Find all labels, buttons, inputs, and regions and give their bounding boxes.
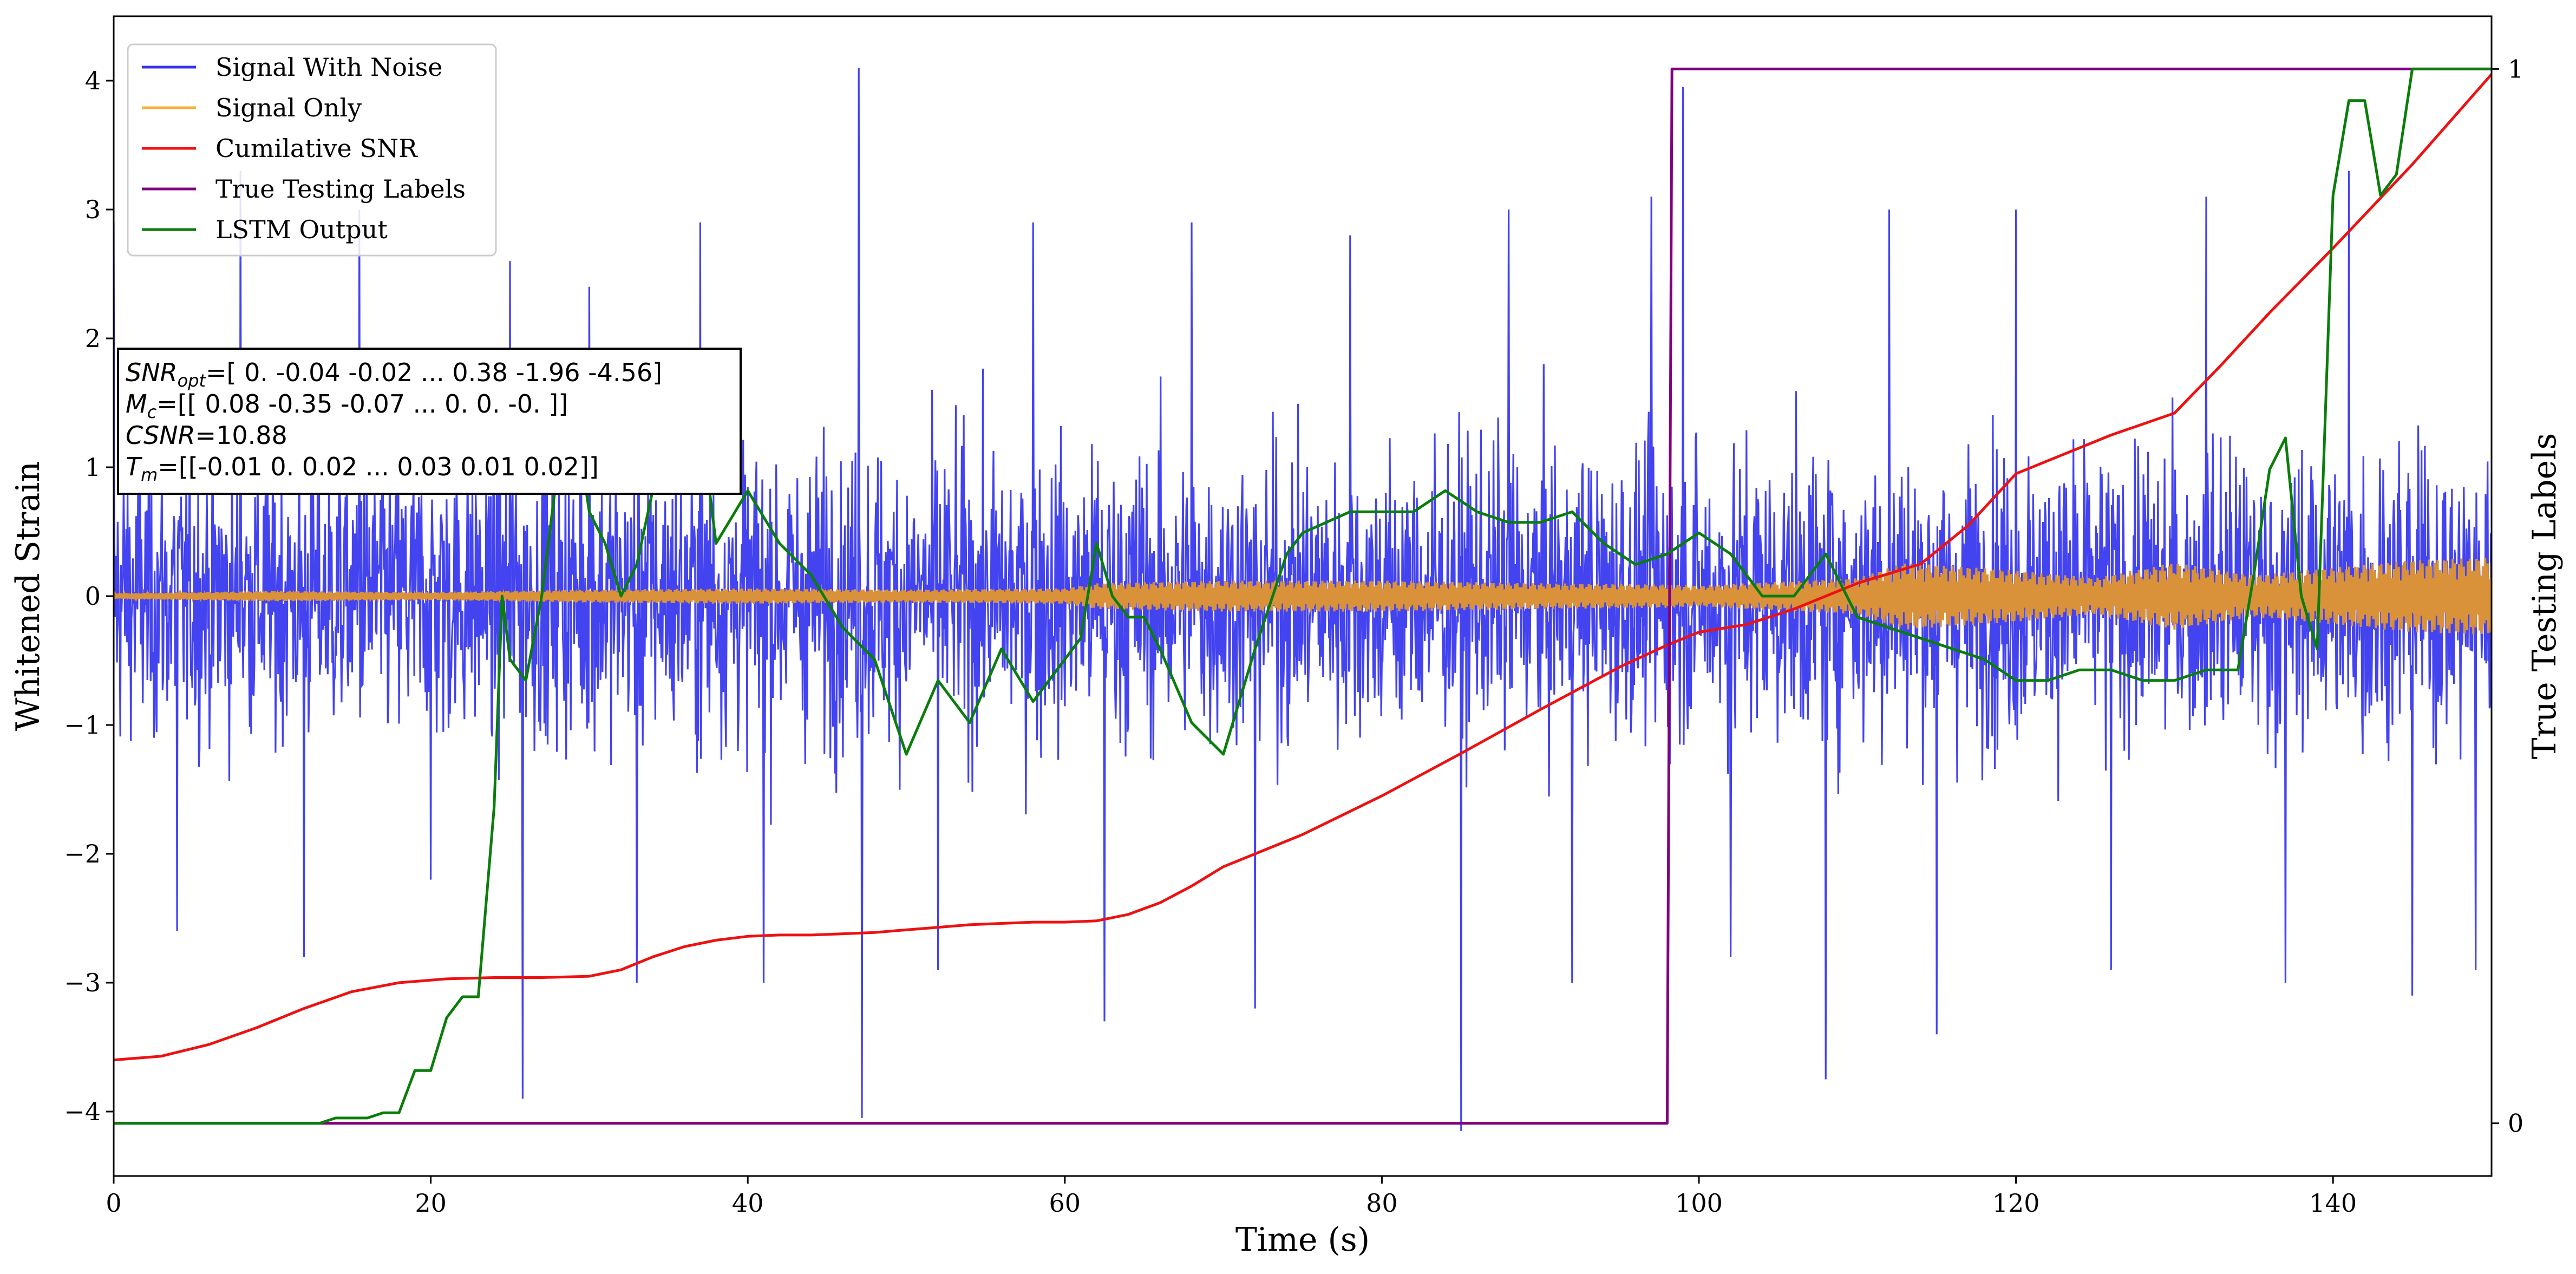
y-tick-label: 2 [85,324,101,353]
y-tick-label: −1 [64,710,101,740]
series-true-testing-labels [114,67,2492,1125]
x-tick-label: 120 [1992,1188,2040,1218]
annotation-value: =[[ 0.08 -0.35 -0.07 ... 0. 0. -0. ]] [156,389,568,419]
series-cumilative-snr [114,73,2492,1062]
plot-area [114,67,2492,1131]
y-tick-label: 4 [85,66,101,95]
annotation-line: Mc=[[ 0.08 -0.35 -0.07 ... 0. 0. -0. ]] [126,389,568,422]
annotation-value: =[[-0.01 0. 0.02 ... 0.03 0.01 0.02]] [158,452,599,481]
legend-label: Signal Only [215,93,362,122]
series-signal-with-noise [114,68,2492,1131]
y-axis-right: 01 [2492,54,2523,1138]
x-tick-label: 40 [732,1188,764,1218]
y2-tick-label: 1 [2508,54,2523,83]
x-tick-label: 140 [2309,1188,2357,1218]
x-tick-label: 80 [1366,1188,1398,1218]
y-tick-label: −4 [64,1097,101,1126]
x-axis: 0 20 40 60 80 100 120 140 [106,1176,2357,1218]
y-tick-label: 1 [85,453,101,482]
y2-axis-title: True Testing Labels [2526,433,2564,760]
lstm-output-line [114,67,2492,1125]
legend-label: True Testing Labels [215,174,466,204]
annotation-frame [117,348,742,495]
annotation-subscript: m [141,465,158,485]
signal-with-noise-line [114,68,2492,1131]
x-tick-label: 0 [106,1188,121,1218]
y-axis-title: Whitened Strain [9,461,47,731]
annotation-symbol: SNR [126,358,178,387]
x-tick-label: 100 [1675,1188,1723,1218]
annotation-symbol: CSNR [126,421,195,450]
x-axis-title: Time (s) [1235,1221,1370,1259]
legend-label: Cumilative SNR [215,134,418,163]
y-tick-label: 3 [85,195,101,224]
series-lstm-output [114,67,2492,1125]
series-signal-only [114,558,2492,635]
annotation-value: =[ 0. -0.04 -0.02 ... 0.38 -1.96 -4.56] [206,358,662,387]
y2-tick-label: 0 [2508,1109,2523,1138]
annotation-value: =10.88 [195,421,287,450]
cumilative-snr-line [114,73,2492,1062]
legend-frame [127,43,497,257]
annotation-subscript: c [147,402,157,422]
annotation-line: SNRopt=[ 0. -0.04 -0.02 ... 0.38 -1.96 -… [126,358,662,391]
annotation-box: SNRopt=[ 0. -0.04 -0.02 ... 0.38 -1.96 -… [117,348,742,495]
legend-label: LSTM Output [215,215,388,244]
y-tick-label: −3 [64,968,101,997]
x-tick-label: 20 [415,1188,447,1218]
legend-label: Signal With Noise [215,53,442,82]
annotation-symbol: M [126,389,147,419]
y-tick-label: 0 [85,582,101,611]
y-axis-left: −4 −3 −2 −1 0 1 2 3 4 [64,66,114,1126]
signal-only-line [114,558,2492,635]
annotation-line: Tm=[[-0.01 0. 0.02 ... 0.03 0.01 0.02]] [126,452,599,485]
x-tick-label: 60 [1049,1188,1081,1218]
annotation-symbol: T [126,452,143,481]
annotation-subscript: opt [178,370,207,391]
y-tick-label: −2 [64,839,101,868]
annotation-line: CSNR=10.88 [126,421,287,450]
legend: Signal With Noise Signal Only Cumilative S… [127,43,497,257]
true-testing-labels-line [114,67,2492,1125]
